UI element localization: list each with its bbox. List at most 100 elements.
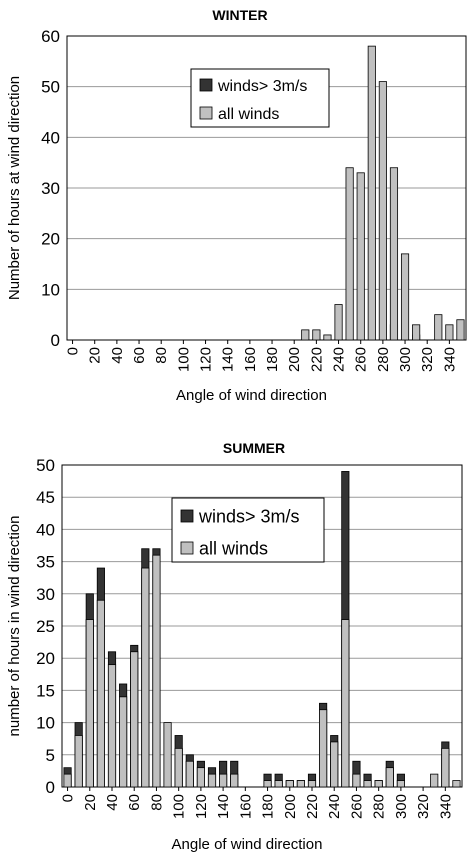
summer-bar-all-winds	[207, 773, 217, 788]
summer-legend-swatch	[180, 509, 194, 523]
summer-y-tick-label: 40	[36, 520, 55, 539]
summer-x-tick-label: 320	[415, 794, 432, 819]
summer-bar-all-winds	[352, 773, 361, 788]
winter-x-tick-label: 260	[353, 347, 370, 372]
summer-bar-all-winds	[330, 741, 339, 788]
summer-x-axis-label: Angle of wind direction	[172, 836, 323, 853]
winter-x-tick-label: 320	[419, 347, 436, 372]
summer-bar-all-winds	[374, 780, 383, 788]
summer-y-tick-label: 30	[36, 585, 55, 604]
winter-legend-swatch	[199, 106, 213, 120]
winter-x-tick-label: 100	[175, 347, 192, 372]
summer-x-tick-label: 140	[215, 794, 232, 819]
summer-chart: SUMMER 0 5 10 15 20 25 30 35 40 45 50 0 20 40 60 80 100 12…	[6, 440, 463, 853]
summer-y-tick-label: 5	[46, 746, 55, 765]
summer-x-tick-label: 100	[171, 794, 188, 819]
winter-bar-all-winds	[301, 329, 310, 341]
winter-y-tick-label: 10	[41, 280, 60, 299]
summer-bar-all-winds	[163, 722, 172, 788]
winter-y-tick-label: 40	[41, 128, 60, 147]
summer-bar-all-winds	[363, 780, 372, 788]
summer-bar-all-winds	[74, 735, 83, 788]
summer-x-tick-label: 120	[193, 794, 210, 819]
winter-x-tick-label: 340	[441, 347, 458, 372]
summer-bar-all-winds	[263, 780, 272, 788]
summer-bar-all-winds	[307, 780, 317, 788]
summer-bar-all-winds	[441, 747, 450, 788]
summer-x-tick-label: 240	[326, 794, 343, 819]
winter-chart-title: WINTER	[212, 7, 267, 23]
summer-bar-all-winds	[274, 780, 283, 788]
summer-bar-all-winds	[141, 567, 150, 788]
summer-bar-all-winds	[63, 773, 72, 788]
winter-chart: WINTER 0 10 20 30 40 50 60 0 20 40 60 80 100 120 140 160…	[6, 7, 467, 404]
summer-y-tick-label: 50	[36, 456, 55, 475]
winter-legend-label: all winds	[218, 106, 279, 123]
winter-bar-all-winds	[334, 304, 343, 341]
summer-bar-all-winds	[396, 780, 405, 788]
winter-y-tick-label: 60	[41, 27, 60, 46]
winter-bar-all-winds	[434, 314, 443, 341]
summer-bar-all-winds	[452, 780, 461, 788]
winter-x-tick-label: 200	[286, 347, 303, 372]
winter-x-tick-label: 20	[87, 347, 104, 364]
summer-legend-label: winds> 3m/s	[198, 506, 300, 526]
winter-legend-swatch	[199, 78, 213, 92]
summer-bar-all-winds	[285, 780, 294, 788]
winter-x-tick-label: 40	[109, 347, 126, 364]
winter-plot-frame	[66, 35, 467, 341]
winter-bar-all-winds	[389, 167, 399, 341]
winter-bar-all-winds	[312, 329, 321, 341]
summer-y-tick-label: 25	[36, 617, 55, 636]
winter-x-tick-label: 240	[331, 347, 348, 372]
winter-x-tick-label: 220	[308, 347, 325, 372]
summer-bar-all-winds	[196, 767, 205, 788]
winter-bar-all-winds	[456, 319, 465, 341]
winter-x-tick-label: 300	[397, 347, 414, 372]
winter-x-tick-label: 0	[65, 347, 82, 355]
summer-x-tick-label: 220	[304, 794, 321, 819]
summer-y-tick-label: 15	[36, 681, 55, 700]
summer-y-tick-label: 10	[36, 714, 55, 733]
summer-legend-label: all winds	[199, 538, 268, 558]
winter-legend-label: winds> 3m/s	[217, 78, 307, 95]
winter-y-tick-label: 20	[41, 230, 60, 249]
summer-x-tick-label: 80	[148, 794, 165, 811]
winter-x-axis-label: Angle of wind direction	[176, 387, 327, 404]
winter-legend-box	[190, 68, 330, 128]
winter-bar-all-winds	[323, 334, 332, 341]
winter-bar-all-winds	[412, 324, 421, 341]
summer-x-tick-label: 60	[126, 794, 143, 811]
summer-legend-box	[171, 497, 325, 563]
winter-bar-all-winds	[400, 253, 410, 341]
winter-bar-all-winds	[345, 167, 354, 341]
summer-bar-all-winds	[152, 554, 161, 788]
summer-x-tick-label: 180	[260, 794, 277, 819]
winter-x-tick-label: 120	[198, 347, 215, 372]
summer-bar-all-winds	[319, 709, 328, 788]
winter-x-tick-label: 180	[264, 347, 281, 372]
summer-x-tick-label: 160	[237, 794, 254, 819]
winter-x-tick-label: 160	[242, 347, 259, 372]
winter-x-tick-label: 280	[375, 347, 392, 372]
summer-bar-all-winds	[296, 780, 305, 788]
summer-chart-title: SUMMER	[223, 440, 285, 456]
winter-bar-all-winds	[367, 45, 376, 341]
winter-x-tick-label: 60	[131, 347, 148, 364]
winter-bar-all-winds	[356, 172, 365, 341]
summer-x-tick-label: 20	[82, 794, 99, 811]
summer-legend-swatch	[180, 541, 194, 555]
summer-bar-all-winds	[185, 760, 194, 788]
summer-x-tick-label: 40	[104, 794, 121, 811]
summer-bar-all-winds	[430, 773, 439, 788]
summer-bar-all-winds	[219, 773, 228, 788]
winter-y-axis-label: Number of hours at wind direction	[6, 76, 23, 300]
summer-bar-all-winds	[130, 651, 139, 788]
summer-y-axis-label: number of hours in wind direction	[6, 516, 23, 737]
summer-x-tick-label: 200	[282, 794, 299, 819]
winter-y-tick-label: 50	[41, 78, 60, 97]
summer-bar-all-winds	[341, 619, 350, 788]
summer-bar-all-winds	[385, 767, 394, 788]
summer-bar-all-winds	[119, 696, 128, 788]
summer-bar-all-winds	[96, 599, 105, 788]
